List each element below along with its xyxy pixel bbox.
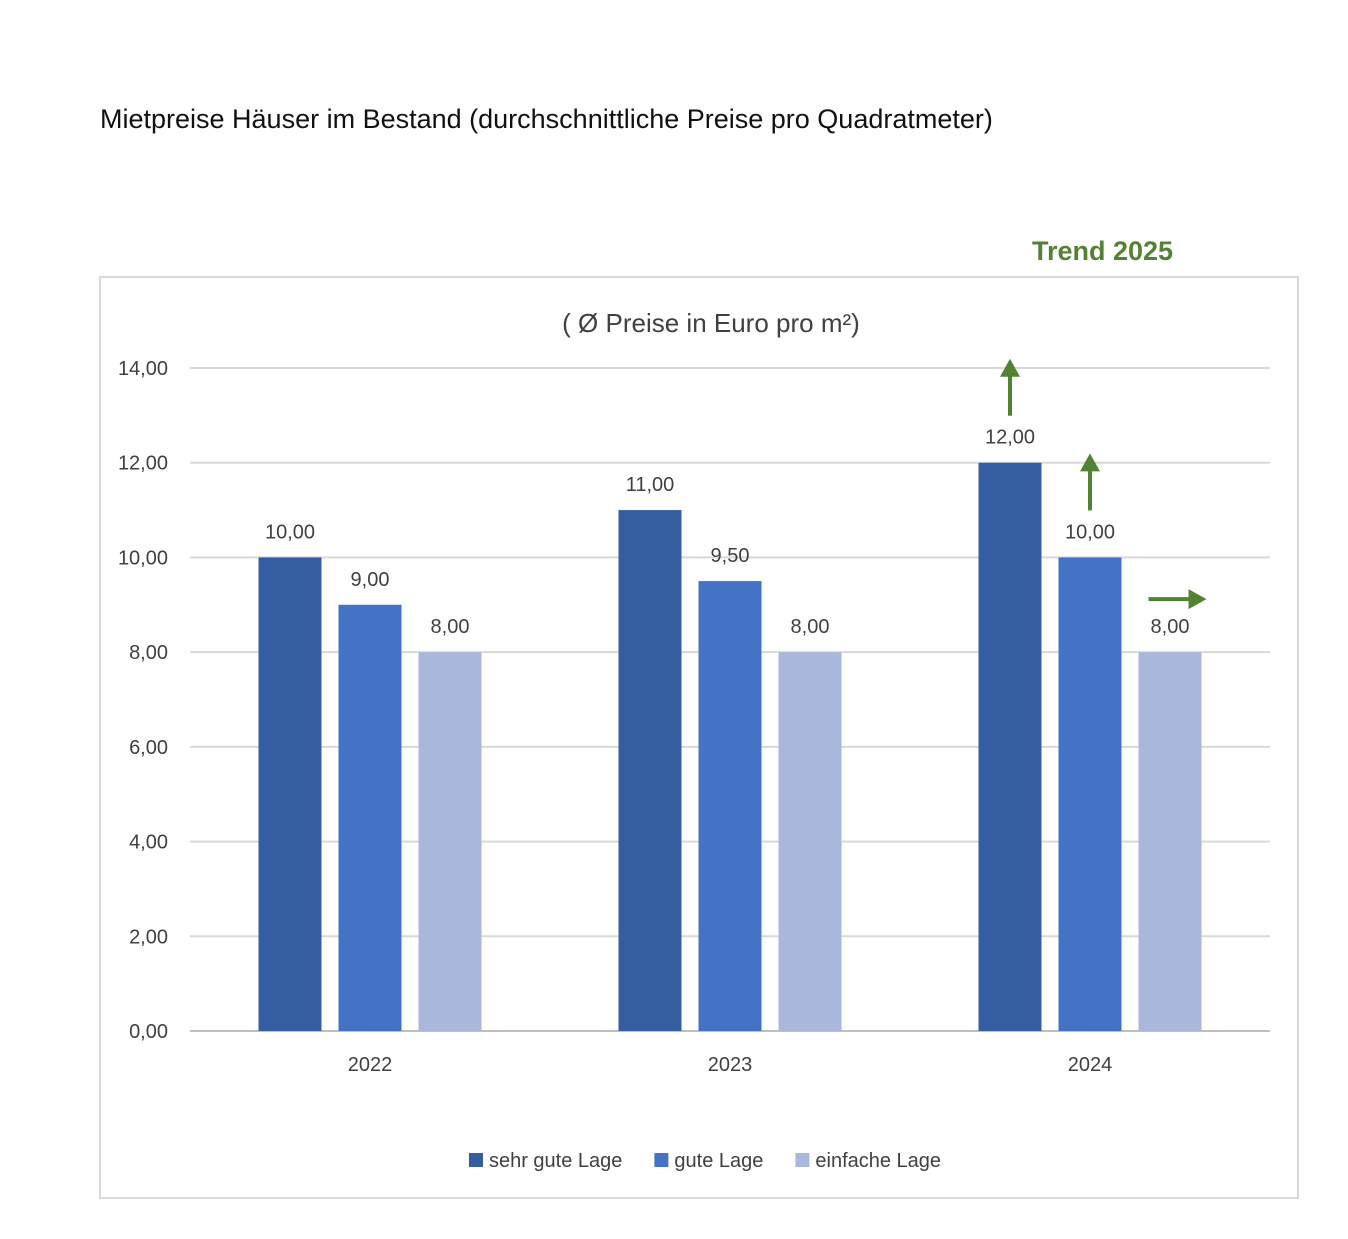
legend-swatch-gute-Lage bbox=[654, 1153, 669, 1167]
data-label: 8,00 bbox=[791, 616, 830, 638]
y-tick-label: 4,00 bbox=[129, 832, 168, 854]
trend-arrow-up-icon bbox=[1080, 453, 1100, 472]
trend-arrow-right-icon bbox=[1188, 589, 1207, 610]
legend-label: einfache Lage bbox=[815, 1150, 941, 1172]
data-label: 10,00 bbox=[265, 521, 315, 543]
x-tick-label: 2024 bbox=[1068, 1054, 1113, 1076]
bar-gute-Lage-2023 bbox=[698, 581, 762, 1031]
legend-swatch-sehr-gute-Lage bbox=[468, 1153, 483, 1167]
data-label: 8,00 bbox=[431, 616, 470, 638]
trend-label: Trend 2025 bbox=[1032, 236, 1174, 266]
data-label: 11,00 bbox=[626, 474, 675, 496]
data-label: 9,00 bbox=[351, 569, 390, 591]
y-tick-label: 14,00 bbox=[118, 358, 168, 380]
data-label: 8,00 bbox=[1151, 616, 1190, 638]
data-label: 9,50 bbox=[711, 545, 750, 567]
bar-einfache-Lage-2024 bbox=[1138, 652, 1202, 1031]
bar-gute-Lage-2024 bbox=[1058, 557, 1122, 1031]
bar-sehr-gute-Lage-2024 bbox=[978, 462, 1042, 1031]
page-title: Mietpreise Häuser im Bestand (durchschni… bbox=[100, 104, 993, 134]
chart-frame bbox=[99, 276, 1299, 1199]
legend-swatch-einfache-Lage bbox=[795, 1153, 810, 1167]
y-tick-label: 2,00 bbox=[129, 926, 168, 948]
bar-sehr-gute-Lage-2022 bbox=[258, 557, 322, 1031]
bar-gute-Lage-2022 bbox=[338, 604, 402, 1031]
bar-einfache-Lage-2023 bbox=[778, 652, 842, 1031]
y-tick-label: 10,00 bbox=[118, 547, 168, 569]
bar-sehr-gute-Lage-2023 bbox=[618, 510, 682, 1032]
data-label: 12,00 bbox=[985, 427, 1035, 449]
y-tick-label: 12,00 bbox=[118, 453, 168, 475]
x-tick-label: 2022 bbox=[348, 1054, 393, 1076]
data-label: 10,00 bbox=[1065, 521, 1115, 543]
bar-einfache-Lage-2022 bbox=[418, 652, 482, 1031]
y-tick-label: 6,00 bbox=[129, 737, 168, 759]
y-tick-label: 0,00 bbox=[129, 1021, 168, 1043]
chart-title: ( Ø Preise in Euro pro m²) bbox=[562, 308, 860, 338]
x-tick-label: 2023 bbox=[708, 1054, 753, 1076]
y-tick-label: 8,00 bbox=[129, 642, 168, 664]
legend-label: gute Lage bbox=[674, 1150, 763, 1172]
trend-arrow-up-icon bbox=[1000, 358, 1020, 377]
legend-label: sehr gute Lage bbox=[489, 1150, 622, 1172]
